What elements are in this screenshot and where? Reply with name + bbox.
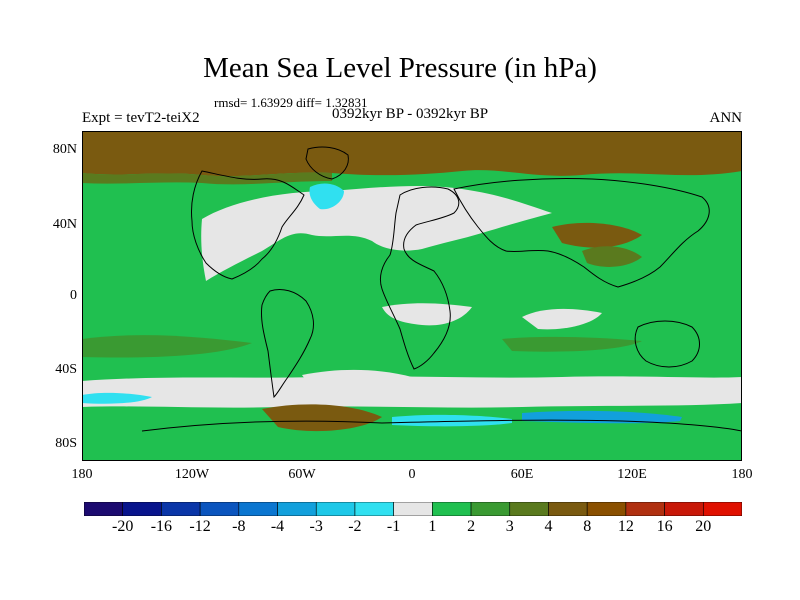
colorbar-tick-label: 12 <box>617 518 634 535</box>
colorbar-tick-label: -3 <box>309 518 323 535</box>
colorbar-tick-label: 4 <box>544 518 553 535</box>
colorbar-swatch <box>470 502 511 516</box>
southern-ocean-region <box>82 376 742 408</box>
colorbar-tick-label: 16 <box>656 518 673 535</box>
colorbar-swatch <box>702 502 742 516</box>
antarctic-cyan-strip <box>392 414 512 427</box>
colorbar-swatch <box>84 502 124 516</box>
experiment-label: Expt = tevT2-teiX2 <box>82 110 200 126</box>
lon-label-180-left: 180 <box>71 467 93 482</box>
colorbar-swatch <box>393 502 433 516</box>
indian-ocean-region <box>522 308 602 330</box>
lat-label-40n: 40N <box>52 217 77 232</box>
colorbar-swatch <box>277 502 317 516</box>
south-pacific-cyan-region <box>82 392 152 404</box>
colorbar-swatch <box>625 502 665 516</box>
arctic-olive-band <box>82 172 332 185</box>
south-pacific-olive-region <box>82 335 252 358</box>
arctic-high-region <box>82 131 742 177</box>
colorbar-swatch <box>548 502 588 516</box>
colorbar-swatch <box>354 502 394 516</box>
period-label: 0392kyr BP - 0392kyr BP <box>331 106 489 122</box>
colorbar-swatch <box>509 502 549 516</box>
colorbar-tick-label: -12 <box>189 518 211 535</box>
south-indian-olive-region <box>502 336 642 352</box>
lat-label-0: 0 <box>70 288 77 303</box>
lat-label-80n: 80N <box>52 142 77 157</box>
lon-label-60w: 60W <box>288 467 316 482</box>
lat-label-40s: 40S <box>55 362 77 377</box>
colorbar-tick-label: -16 <box>150 518 173 535</box>
colorbar-tick-label: 20 <box>695 518 712 535</box>
colorbar-swatch <box>122 502 162 516</box>
colorbar-swatch <box>664 502 704 516</box>
stats-text: rmsd= 1.63929 diff= 1.32831 <box>214 95 368 110</box>
north-atlantic-cyan-region <box>309 183 344 210</box>
season-label: ANN <box>709 110 743 126</box>
atlantic-low-region <box>201 185 552 281</box>
colorbar-swatch <box>315 502 356 516</box>
antarctic-brown-region <box>262 404 382 432</box>
colorbar-swatch <box>432 502 472 516</box>
map-frame <box>82 131 742 461</box>
colorbar-tick-label: -20 <box>112 518 134 535</box>
lon-label-60e: 60E <box>510 467 534 482</box>
colorbar-tick-label: 8 <box>583 518 592 535</box>
asia-high-region <box>552 222 642 248</box>
lat-label-80s: 80S <box>55 436 77 451</box>
coastlines <box>141 146 742 432</box>
lon-label-120w: 120W <box>174 467 210 482</box>
colorbar-swatch <box>199 502 240 516</box>
colorbar-swatch <box>586 502 627 516</box>
map-title: Mean Sea Level Pressure (in hPa) <box>203 52 597 84</box>
colorbar-tick-label: 1 <box>428 518 437 535</box>
colorbar-tick-label: 3 <box>505 518 514 535</box>
colorbar-tick-label: -4 <box>270 518 285 535</box>
lon-label-120e: 120E <box>617 467 647 482</box>
pressure-map <box>82 131 742 461</box>
colorbar <box>84 502 742 516</box>
colorbar-swatch <box>238 502 278 516</box>
colorbar-tick-label: -8 <box>232 518 246 535</box>
colorbar-tick-label: -2 <box>348 518 362 535</box>
lon-label-0: 0 <box>408 467 416 482</box>
asia-olive-region <box>582 246 642 267</box>
colorbar-tick-label: -1 <box>386 518 401 535</box>
lon-label-180-right: 180 <box>731 467 753 482</box>
colorbar-swatch <box>161 502 201 516</box>
colorbar-tick-label: 2 <box>467 518 476 535</box>
